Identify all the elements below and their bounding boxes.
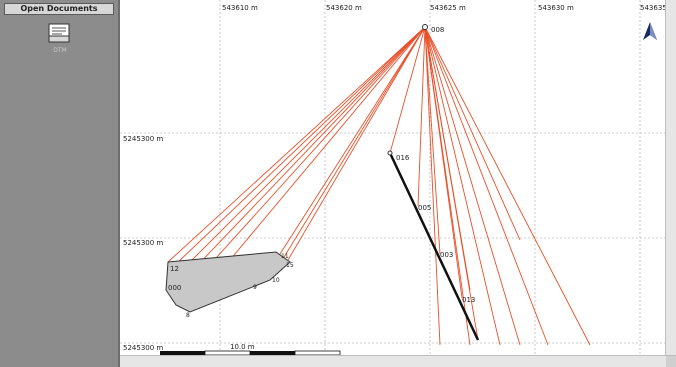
- sight-ray: [287, 26, 426, 261]
- sight-ray: [424, 26, 591, 346]
- poly-label-7: 8: [186, 312, 190, 319]
- open-documents-header: Open Documents: [4, 3, 114, 15]
- line-point[interactable]: [387, 150, 393, 156]
- sight-ray: [167, 26, 426, 263]
- open-documents-panel: Open Documents DTM: [0, 0, 120, 367]
- sight-ray: [424, 26, 501, 346]
- survey-polygon[interactable]: [165, 251, 291, 313]
- poly-label-6: 9: [253, 284, 257, 291]
- sight-ray: [175, 26, 426, 265]
- survey-line[interactable]: [388, 152, 480, 341]
- northing-label-1: 5245300 m: [123, 135, 163, 143]
- easting-label-3: 543625 m: [430, 4, 466, 12]
- poly-label-3: 000: [168, 284, 181, 292]
- poly-label-1: 12: [170, 265, 179, 273]
- horizontal-scrollbar[interactable]: [120, 355, 676, 367]
- sight-ray: [389, 26, 426, 154]
- line-label-1: 016: [396, 154, 410, 162]
- sight-ray: [417, 26, 426, 207]
- sight-ray: [424, 26, 471, 346]
- scale-bar: 10.0 m: [160, 343, 341, 356]
- sight-ray: [424, 26, 441, 346]
- north-arrow-icon: [643, 22, 657, 40]
- document-dtm[interactable]: DTM: [38, 22, 82, 58]
- sight-ray: [177, 26, 426, 301]
- sight-ray: [269, 26, 426, 281]
- sight-ray: [424, 26, 521, 346]
- vertical-scrollbar[interactable]: [665, 0, 676, 356]
- easting-label-1: 543610 m: [222, 4, 258, 12]
- map-canvas[interactable]: 543610 m 543620 m 543625 m 543630 m 5436…: [120, 0, 673, 356]
- line-label-3: 003: [440, 251, 453, 259]
- scale-label: 10.0 m: [230, 343, 255, 351]
- poly-label-2: 11: [281, 253, 289, 260]
- sight-ray: [424, 26, 521, 241]
- sight-ray: [424, 26, 471, 291]
- easting-label-2: 543620 m: [326, 4, 362, 12]
- station-point[interactable]: [422, 24, 428, 30]
- resize-grip[interactable]: [666, 356, 676, 367]
- map-view[interactable]: 543610 m 543620 m 543625 m 543630 m 5436…: [120, 0, 676, 367]
- document-icon: [48, 23, 70, 43]
- station-label: 008: [431, 26, 444, 34]
- easting-label-4: 543630 m: [538, 4, 574, 12]
- sight-ray: [169, 26, 426, 283]
- line-label-2: 005: [418, 204, 431, 212]
- northing-label-2: 5245300 m: [123, 239, 163, 247]
- easting-label-5: 543635.5: [640, 4, 666, 12]
- sight-rays: [167, 26, 591, 346]
- sight-ray: [171, 26, 426, 293]
- sight-ray: [279, 26, 426, 255]
- poly-label-4: 15: [286, 262, 294, 269]
- northing-label-3: 5245300 m: [123, 344, 163, 352]
- document-label: DTM: [53, 47, 67, 54]
- sight-ray: [424, 26, 441, 255]
- sight-ray: [424, 26, 549, 346]
- line-label-4: 013: [462, 296, 475, 304]
- poly-label-5: 10: [272, 277, 280, 284]
